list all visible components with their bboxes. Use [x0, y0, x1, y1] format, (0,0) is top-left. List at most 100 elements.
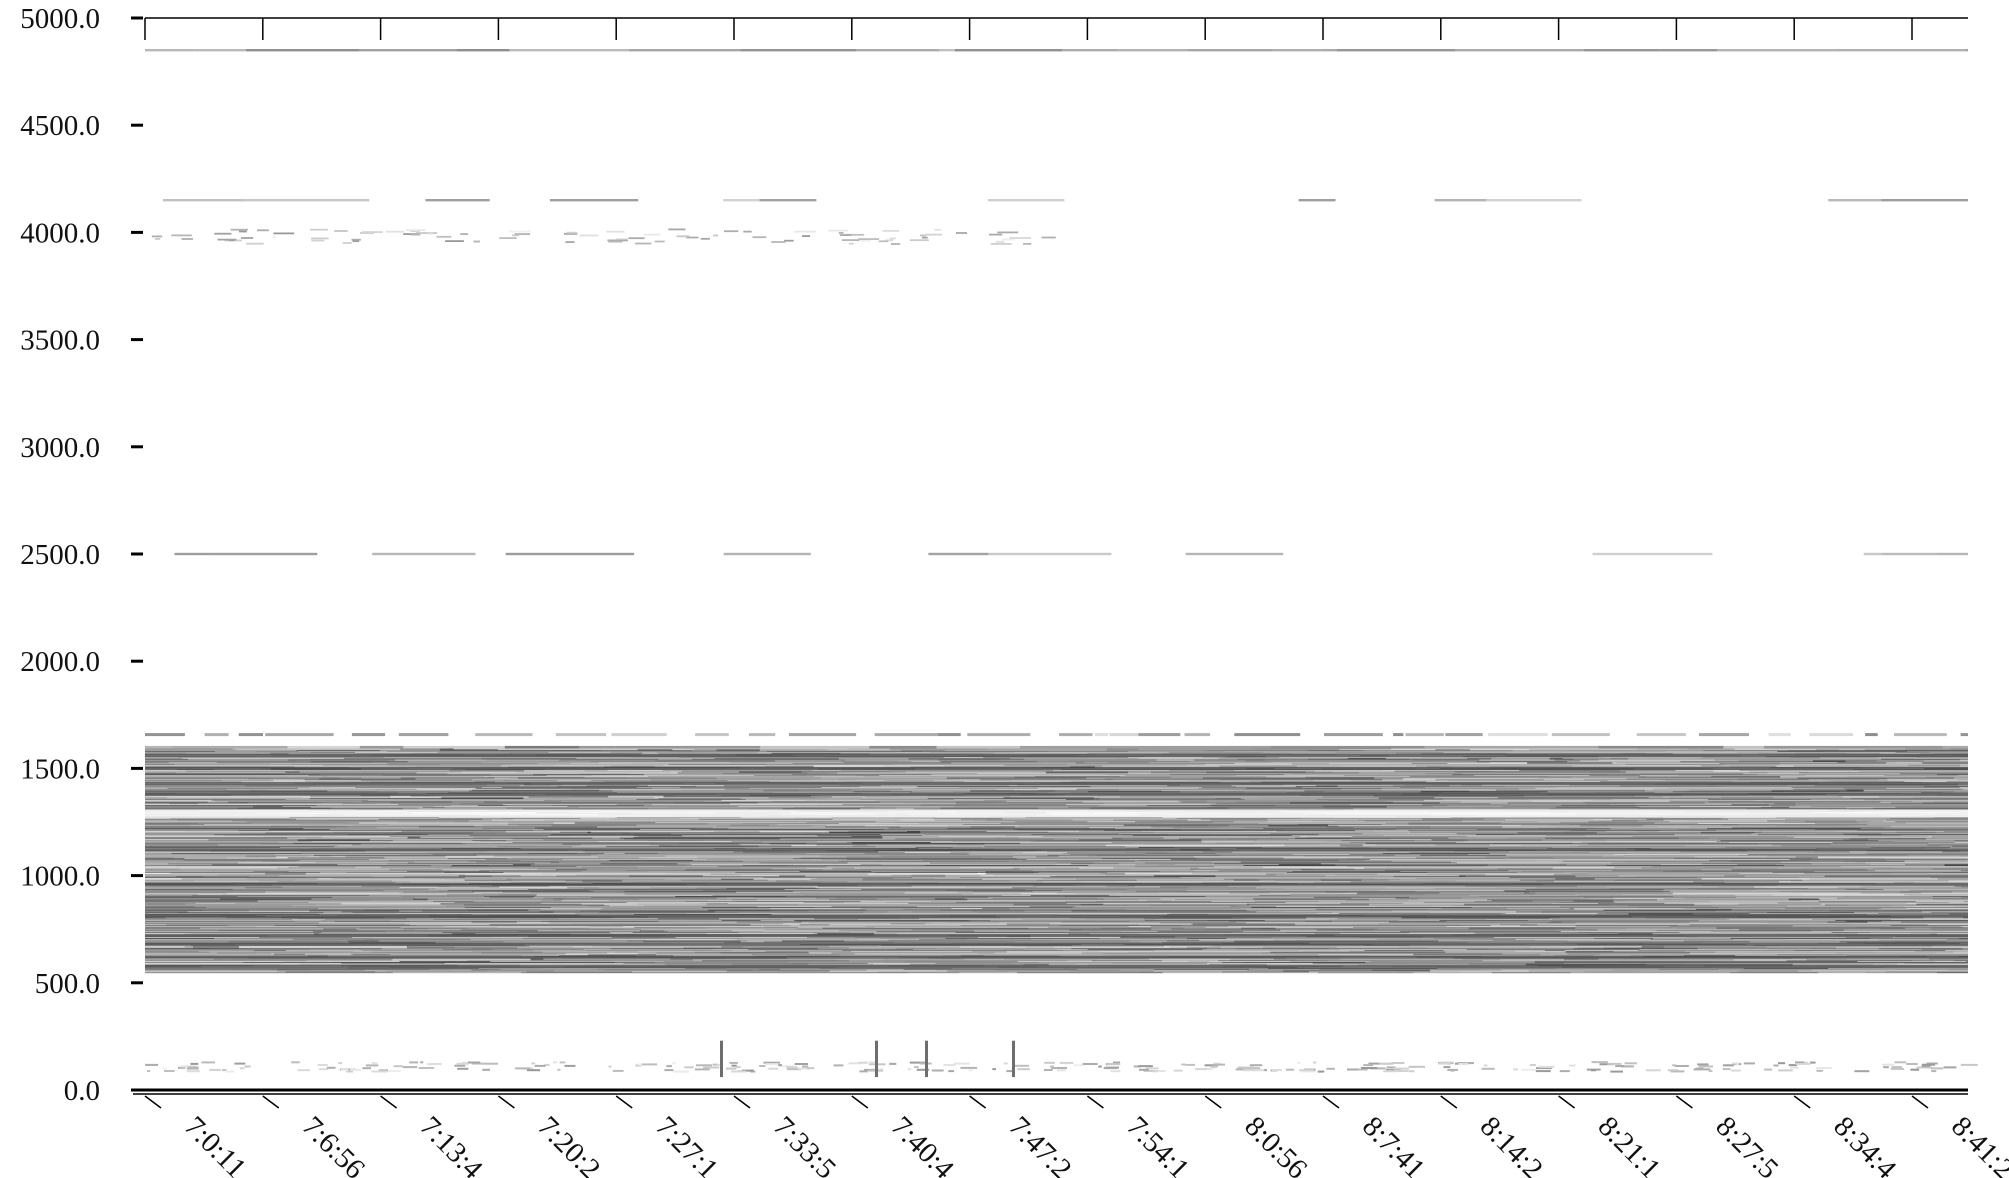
speckle — [526, 1069, 541, 1072]
speckle — [1213, 1063, 1225, 1066]
speckle — [953, 1062, 970, 1065]
speckle — [1450, 1069, 1455, 1072]
speckle — [1697, 1063, 1709, 1066]
intensity-band-segment — [1795, 803, 1908, 806]
speckle — [1152, 1070, 1158, 1073]
intensity-band-segment — [1313, 860, 1457, 864]
intensity-band-segment — [1931, 835, 1968, 838]
speckle — [806, 1067, 815, 1070]
intensity-band-segment — [1445, 960, 1535, 963]
speckle — [1297, 1061, 1301, 1064]
intensity-line-segment — [723, 552, 811, 556]
intensity-band-segment — [1248, 835, 1307, 838]
speckle — [1607, 1062, 1622, 1065]
intensity-band-segment — [145, 805, 254, 808]
intensity-band-segment — [253, 805, 311, 808]
intensity-line-segment — [194, 49, 246, 52]
intensity-band-segment — [1824, 874, 1968, 878]
speckle — [968, 1069, 974, 1072]
speckle — [664, 1069, 674, 1072]
speckle — [1481, 1067, 1495, 1070]
intensity-band-segment — [1719, 796, 1800, 800]
speckle — [1074, 1064, 1084, 1067]
speckle — [1788, 1064, 1798, 1067]
intensity-band-segment — [145, 829, 311, 833]
speckle — [384, 1070, 401, 1073]
intensity-band-segment — [748, 733, 776, 737]
speckle — [1210, 1065, 1218, 1068]
speckle — [454, 1064, 466, 1067]
intensity-line — [145, 792, 1968, 796]
speckle — [1645, 1069, 1661, 1072]
speckle — [725, 1067, 737, 1070]
intensity-band-segment — [866, 908, 940, 911]
intensity-band-segment — [563, 765, 604, 769]
intensity-band-segment — [763, 788, 799, 792]
speckle — [1773, 1064, 1779, 1067]
speckle — [1385, 1068, 1401, 1071]
speckle — [943, 1064, 956, 1066]
intensity-line-segment — [1660, 49, 1718, 52]
speckle — [712, 1063, 718, 1066]
intensity-band-segment — [1234, 939, 1400, 943]
speckle — [838, 232, 844, 234]
intensity-line-segment — [425, 199, 490, 202]
intensity-line-segment — [372, 552, 476, 556]
speckle — [741, 1069, 754, 1072]
intensity-line-4850 — [145, 49, 1968, 52]
intensity-band-segment — [1641, 866, 1779, 869]
intensity-band-segment — [1340, 843, 1363, 847]
intensity-band-segment — [1400, 877, 1556, 880]
intensity-band-segment — [838, 757, 909, 760]
speckle — [1894, 1061, 1907, 1064]
intensity-line-4150 — [162, 199, 1968, 202]
intensity-band-segment — [1250, 922, 1295, 926]
intensity-band-segment — [1045, 770, 1129, 774]
intensity-band-segment — [145, 822, 205, 825]
speckle — [427, 1063, 442, 1066]
intensity-band-segment — [145, 873, 280, 877]
intensity-band-segment — [145, 748, 297, 752]
speckle — [916, 1068, 930, 1071]
intensity-band-segment — [1748, 850, 1815, 854]
speckle — [225, 1070, 235, 1073]
intensity-band-segment — [1698, 733, 1749, 737]
intensity-band-segment — [257, 899, 433, 902]
intensity-band-segment — [1598, 745, 1724, 749]
intensity-line-segment — [1964, 49, 1968, 52]
intensity-band-segment — [1337, 912, 1401, 915]
speckle — [956, 232, 968, 234]
intensity-band-segment — [1322, 794, 1487, 798]
intensity-line-segment — [954, 49, 1062, 52]
speckle — [1722, 1068, 1731, 1071]
intensity-line-segment — [359, 49, 457, 52]
intensity-band-segment — [1544, 796, 1720, 800]
speckle — [798, 1067, 810, 1070]
speckle — [784, 239, 794, 242]
intensity-line-segment — [1061, 49, 1119, 52]
speckle — [1536, 1067, 1552, 1070]
intensity-band-segment — [743, 850, 905, 854]
speckle — [552, 1061, 558, 1064]
speckle — [858, 1061, 868, 1064]
speckle — [890, 243, 901, 245]
intensity-band-segment — [996, 835, 1019, 839]
intensity-band-segment — [310, 794, 391, 798]
speckle — [672, 1062, 676, 1065]
intensity-line — [145, 766, 1968, 770]
speckle — [1002, 238, 1016, 241]
intensity-band-segment — [967, 733, 1031, 737]
speckle — [147, 1070, 151, 1072]
intensity-band-segment — [1843, 928, 1933, 932]
speckle — [794, 1063, 808, 1065]
intensity-band-segment — [1491, 796, 1545, 800]
speckle — [1408, 1065, 1426, 1068]
intensity-band-segment — [612, 788, 764, 792]
intensity-band-segment — [1405, 733, 1444, 737]
intensity-band-segment — [1427, 945, 1579, 949]
intensity-band-segment — [1079, 866, 1114, 869]
intensity-band-segment — [1809, 877, 1938, 880]
speckle — [1145, 1067, 1159, 1070]
speckle — [1395, 1070, 1408, 1072]
speckle — [482, 1068, 490, 1071]
